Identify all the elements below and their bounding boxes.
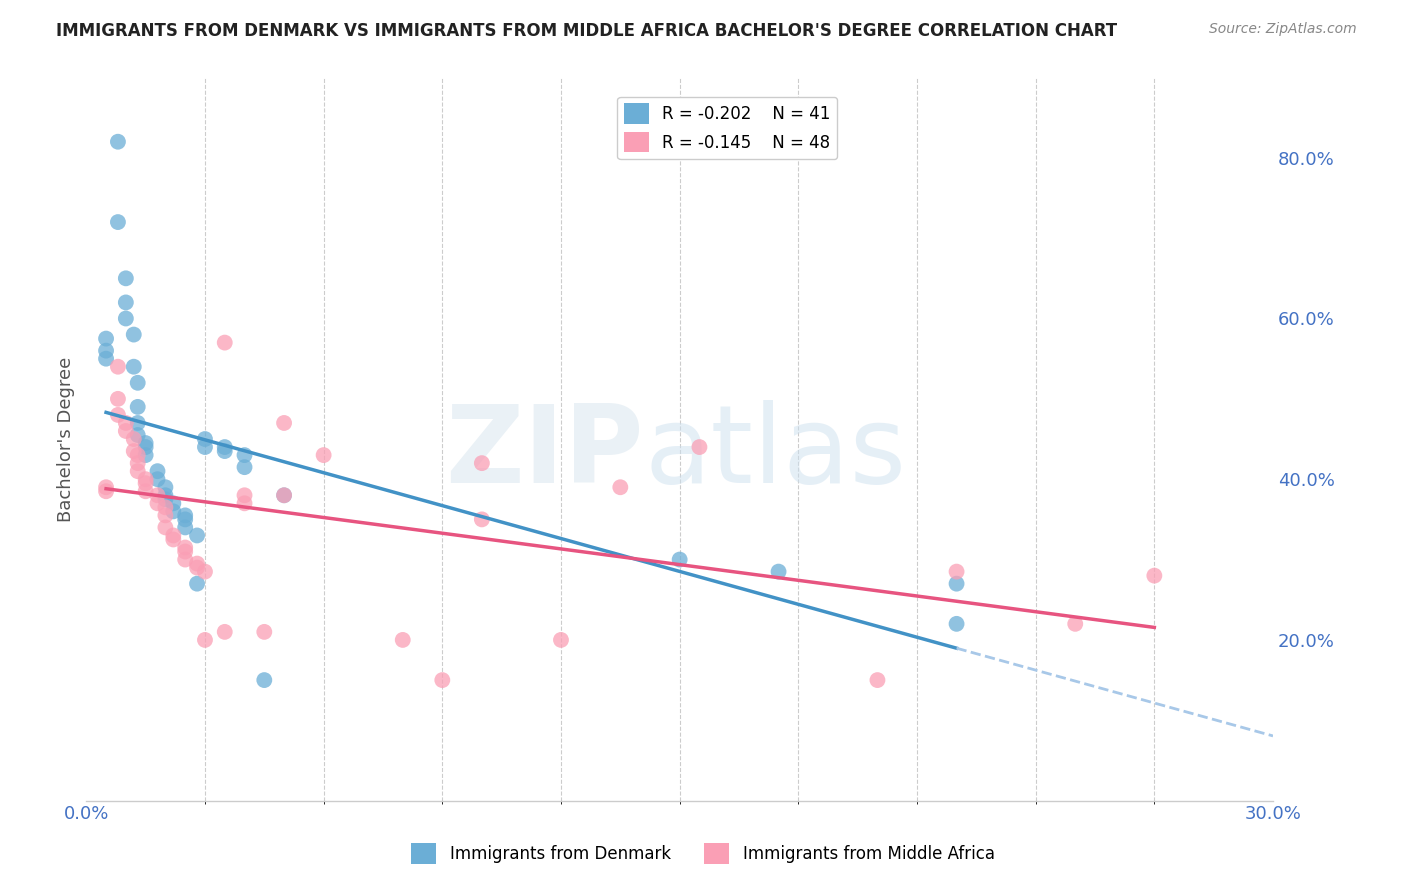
Point: [135, 440, 157, 454]
Point: [194, 632, 217, 647]
Point: [155, 508, 177, 523]
Point: [94, 332, 117, 346]
Point: [668, 552, 690, 566]
Point: [194, 432, 217, 446]
Point: [233, 488, 256, 502]
Point: [768, 565, 790, 579]
Point: [174, 512, 197, 526]
Point: [155, 480, 177, 494]
Point: [127, 464, 149, 478]
Text: atlas: atlas: [644, 401, 905, 507]
Point: [122, 327, 145, 342]
Point: [391, 632, 413, 647]
Point: [174, 552, 197, 566]
Point: [866, 673, 889, 687]
Point: [162, 504, 184, 518]
Point: [273, 488, 295, 502]
Point: [146, 496, 169, 510]
Point: [609, 480, 631, 494]
Point: [186, 528, 208, 542]
Point: [471, 456, 494, 470]
Point: [174, 541, 197, 555]
Point: [127, 416, 149, 430]
Point: [162, 528, 184, 542]
Point: [471, 512, 494, 526]
Point: [253, 673, 276, 687]
Point: [115, 424, 138, 438]
Point: [162, 496, 184, 510]
Point: [214, 444, 236, 458]
Point: [107, 392, 129, 406]
Point: [115, 416, 138, 430]
Point: [127, 400, 149, 414]
Point: [162, 533, 184, 547]
Point: [945, 565, 967, 579]
Point: [194, 440, 217, 454]
Point: [1143, 568, 1166, 582]
Point: [94, 484, 117, 499]
Point: [233, 448, 256, 462]
Point: [146, 472, 169, 486]
Point: [214, 440, 236, 454]
Point: [135, 472, 157, 486]
Text: Source: ZipAtlas.com: Source: ZipAtlas.com: [1209, 22, 1357, 37]
Point: [186, 560, 208, 574]
Point: [135, 476, 157, 491]
Point: [122, 444, 145, 458]
Point: [115, 271, 138, 285]
Point: [122, 432, 145, 446]
Point: [127, 376, 149, 390]
Point: [432, 673, 454, 687]
Text: IMMIGRANTS FROM DENMARK VS IMMIGRANTS FROM MIDDLE AFRICA BACHELOR'S DEGREE CORRE: IMMIGRANTS FROM DENMARK VS IMMIGRANTS FR…: [56, 22, 1118, 40]
Point: [174, 508, 197, 523]
Y-axis label: Bachelor's Degree: Bachelor's Degree: [58, 357, 75, 522]
Point: [155, 520, 177, 534]
Point: [273, 416, 295, 430]
Point: [233, 460, 256, 475]
Point: [186, 557, 208, 571]
Point: [194, 565, 217, 579]
Point: [135, 436, 157, 450]
Point: [945, 576, 967, 591]
Point: [273, 488, 295, 502]
Point: [115, 295, 138, 310]
Point: [186, 576, 208, 591]
Point: [94, 343, 117, 358]
Point: [214, 624, 236, 639]
Point: [312, 448, 335, 462]
Point: [214, 335, 236, 350]
Point: [688, 440, 710, 454]
Point: [127, 456, 149, 470]
Point: [107, 408, 129, 422]
Legend: Immigrants from Denmark, Immigrants from Middle Africa: Immigrants from Denmark, Immigrants from…: [405, 837, 1001, 871]
Point: [233, 496, 256, 510]
Point: [107, 135, 129, 149]
Point: [155, 500, 177, 515]
Text: ZIP: ZIP: [446, 401, 644, 507]
Point: [174, 520, 197, 534]
Point: [174, 544, 197, 558]
Point: [945, 616, 967, 631]
Point: [1064, 616, 1087, 631]
Point: [115, 311, 138, 326]
Point: [550, 632, 572, 647]
Point: [107, 359, 129, 374]
Point: [135, 448, 157, 462]
Point: [135, 484, 157, 499]
Point: [146, 464, 169, 478]
Legend: R = -0.202    N = 41, R = -0.145    N = 48: R = -0.202 N = 41, R = -0.145 N = 48: [617, 96, 838, 159]
Point: [127, 428, 149, 442]
Point: [122, 359, 145, 374]
Point: [155, 488, 177, 502]
Point: [94, 351, 117, 366]
Point: [107, 215, 129, 229]
Point: [146, 488, 169, 502]
Point: [253, 624, 276, 639]
Point: [94, 480, 117, 494]
Point: [127, 448, 149, 462]
Point: [155, 492, 177, 507]
